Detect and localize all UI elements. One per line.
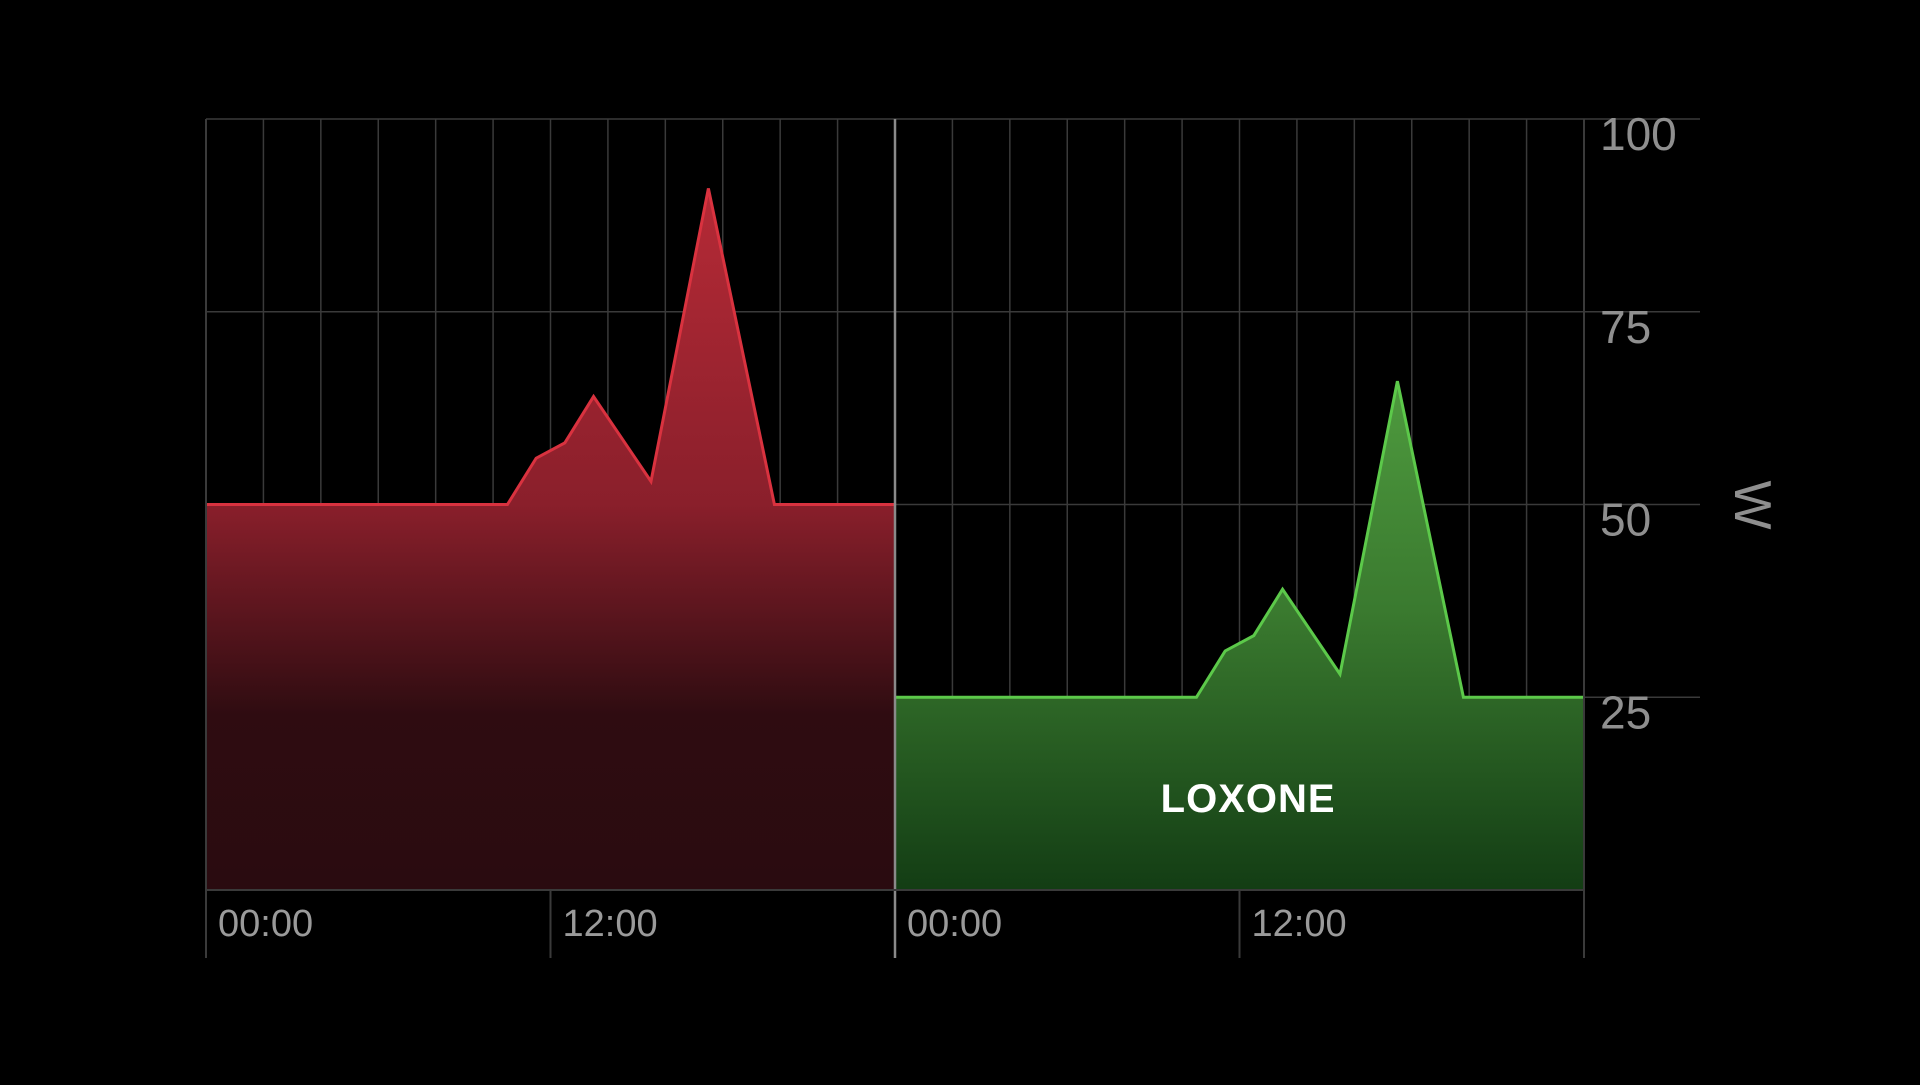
y-tick-label: 75 <box>1600 301 1651 353</box>
line-day-2 <box>895 380 1584 699</box>
y-tick-label: 25 <box>1600 686 1651 738</box>
x-tick-label: 12:00 <box>563 903 658 945</box>
axes <box>205 119 1585 958</box>
loxone-logo: LOXONE <box>1161 777 1336 821</box>
area-day-2 <box>895 381 1584 890</box>
x-tick-label: 00:00 <box>218 903 313 945</box>
series-areas <box>206 188 1584 890</box>
tick-labels: 25 50 75 100 00:00 12:00 00:00 12:00 W <box>218 108 1781 945</box>
y-tick-label: 100 <box>1600 108 1677 160</box>
series-lines <box>206 188 1584 699</box>
y-axis-unit: W <box>1723 480 1781 529</box>
area-day-1 <box>206 188 895 890</box>
y-tick-label: 50 <box>1600 494 1651 546</box>
x-tick-label: 12:00 <box>1252 903 1347 945</box>
x-tick-label: 00:00 <box>907 903 1002 945</box>
line-day-1 <box>206 188 895 506</box>
